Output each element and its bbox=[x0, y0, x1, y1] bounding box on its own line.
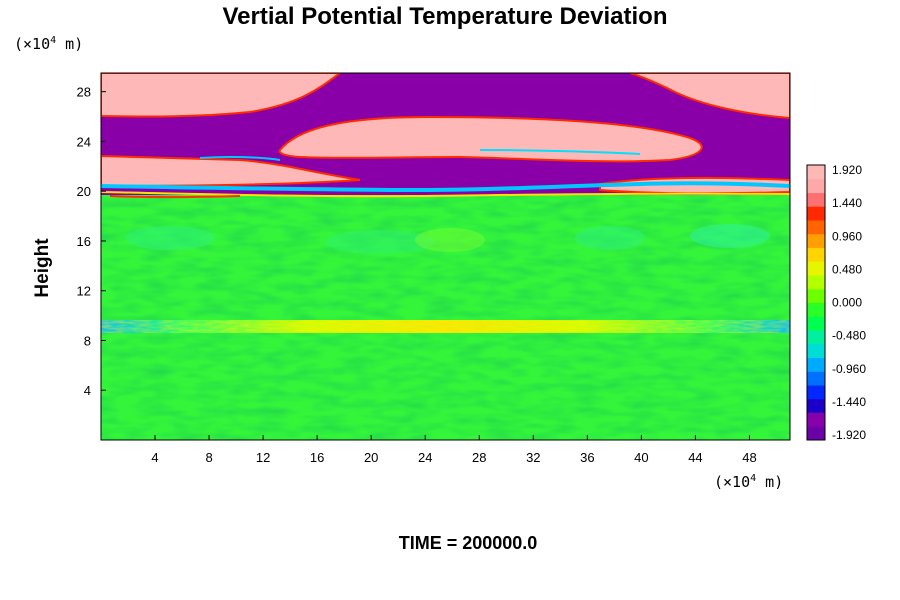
x-tick-label: 20 bbox=[364, 450, 378, 465]
colorbar-swatch bbox=[807, 330, 825, 345]
chart-title: Vertial Potential Temperature Deviation bbox=[222, 3, 667, 30]
y-tick-label: 4 bbox=[84, 383, 91, 398]
colorbar-label: -1.920 bbox=[832, 428, 866, 442]
colorbar-label: 0.960 bbox=[832, 229, 862, 243]
mixing-band bbox=[101, 191, 790, 198]
colorbar-swatch bbox=[807, 343, 825, 358]
x-tick-label: 16 bbox=[310, 450, 324, 465]
y-tick-label: 28 bbox=[77, 85, 91, 100]
lower-cell bbox=[325, 230, 435, 254]
y-axis-unit: (×104 m) bbox=[14, 35, 83, 53]
mid-band-texture bbox=[101, 320, 790, 333]
colorbar-label: 1.920 bbox=[832, 163, 862, 177]
lower-cell bbox=[575, 226, 645, 250]
colorbar-frame bbox=[806, 164, 826, 441]
colorbar-swatch bbox=[807, 316, 825, 331]
y-axis-label: Height bbox=[32, 238, 53, 298]
x-tick-label: 48 bbox=[742, 450, 756, 465]
mixing-band bbox=[199, 155, 281, 161]
lower-cell bbox=[415, 228, 485, 252]
colorbar-swatch bbox=[807, 412, 825, 427]
y-tick-label: 20 bbox=[77, 184, 91, 199]
colorbar-label: 1.440 bbox=[832, 196, 862, 210]
x-tick-label: 12 bbox=[256, 450, 270, 465]
x-tick-label: 40 bbox=[634, 450, 648, 465]
colorbar-swatch bbox=[807, 371, 825, 386]
plot-frame bbox=[100, 72, 791, 441]
colorbar-swatch bbox=[807, 165, 825, 180]
heatmap-plot-area bbox=[101, 73, 790, 440]
upper-pink-lobe bbox=[629, 73, 790, 120]
colorbar-swatch bbox=[807, 288, 825, 303]
mixing-band bbox=[109, 195, 241, 199]
colorbar-swatch bbox=[807, 261, 825, 276]
x-tick-label: 8 bbox=[205, 450, 212, 465]
y-tick-label: 24 bbox=[77, 134, 91, 149]
colorbar-label: -1.440 bbox=[832, 395, 866, 409]
y-tick-label: 16 bbox=[77, 234, 91, 249]
x-tick-label: 4 bbox=[151, 450, 158, 465]
upper-pink-lobe bbox=[101, 73, 342, 118]
colorbar-swatch bbox=[807, 385, 825, 400]
time-label: TIME = 200000.0 bbox=[399, 533, 538, 553]
colorbar-swatch bbox=[807, 426, 825, 441]
lower-cell bbox=[125, 226, 215, 250]
x-tick-labels: 4 8 12 16 20 24 28 32 36 40 44 48 bbox=[151, 435, 757, 465]
y-tick-label: 12 bbox=[77, 284, 91, 299]
lower-layer-texture bbox=[101, 190, 790, 440]
colorbar-swatch bbox=[807, 302, 825, 317]
colorbar-swatch bbox=[807, 233, 825, 248]
lower-cell bbox=[690, 224, 770, 248]
colorbar: 1.920 1.440 0.960 0.480 0.000 -0.480 -0.960 -1.… bbox=[806, 163, 866, 442]
colorbar-label: -0.960 bbox=[832, 362, 866, 376]
x-axis-unit: (×104 m) bbox=[714, 473, 783, 491]
colorbar-label: -0.480 bbox=[832, 329, 866, 343]
colorbar-swatch bbox=[807, 275, 825, 290]
colorbar-swatch bbox=[807, 247, 825, 262]
y-tick-label: 8 bbox=[84, 333, 91, 348]
colorbar-label: 0.480 bbox=[832, 262, 862, 276]
x-tick-label: 28 bbox=[472, 450, 486, 465]
colorbar-swatch bbox=[807, 192, 825, 207]
x-tick-label: 24 bbox=[418, 450, 432, 465]
upper-pink-lobe bbox=[599, 176, 790, 195]
colorbar-swatch bbox=[807, 220, 825, 235]
y-tick-labels: 4 8 12 16 20 24 28 bbox=[77, 85, 106, 398]
colorbar-swatch bbox=[807, 398, 825, 413]
colorbar-swatch bbox=[807, 206, 825, 221]
x-tick-label: 36 bbox=[580, 450, 594, 465]
x-tick-label: 32 bbox=[526, 450, 540, 465]
x-tick-label: 44 bbox=[688, 450, 702, 465]
mixing-band bbox=[101, 181, 790, 193]
colorbar-swatch bbox=[807, 357, 825, 372]
colorbar-swatch bbox=[807, 178, 825, 193]
colorbar-label: 0.000 bbox=[832, 296, 862, 310]
upper-pink-lobe bbox=[278, 115, 703, 163]
mixing-band bbox=[479, 149, 641, 155]
